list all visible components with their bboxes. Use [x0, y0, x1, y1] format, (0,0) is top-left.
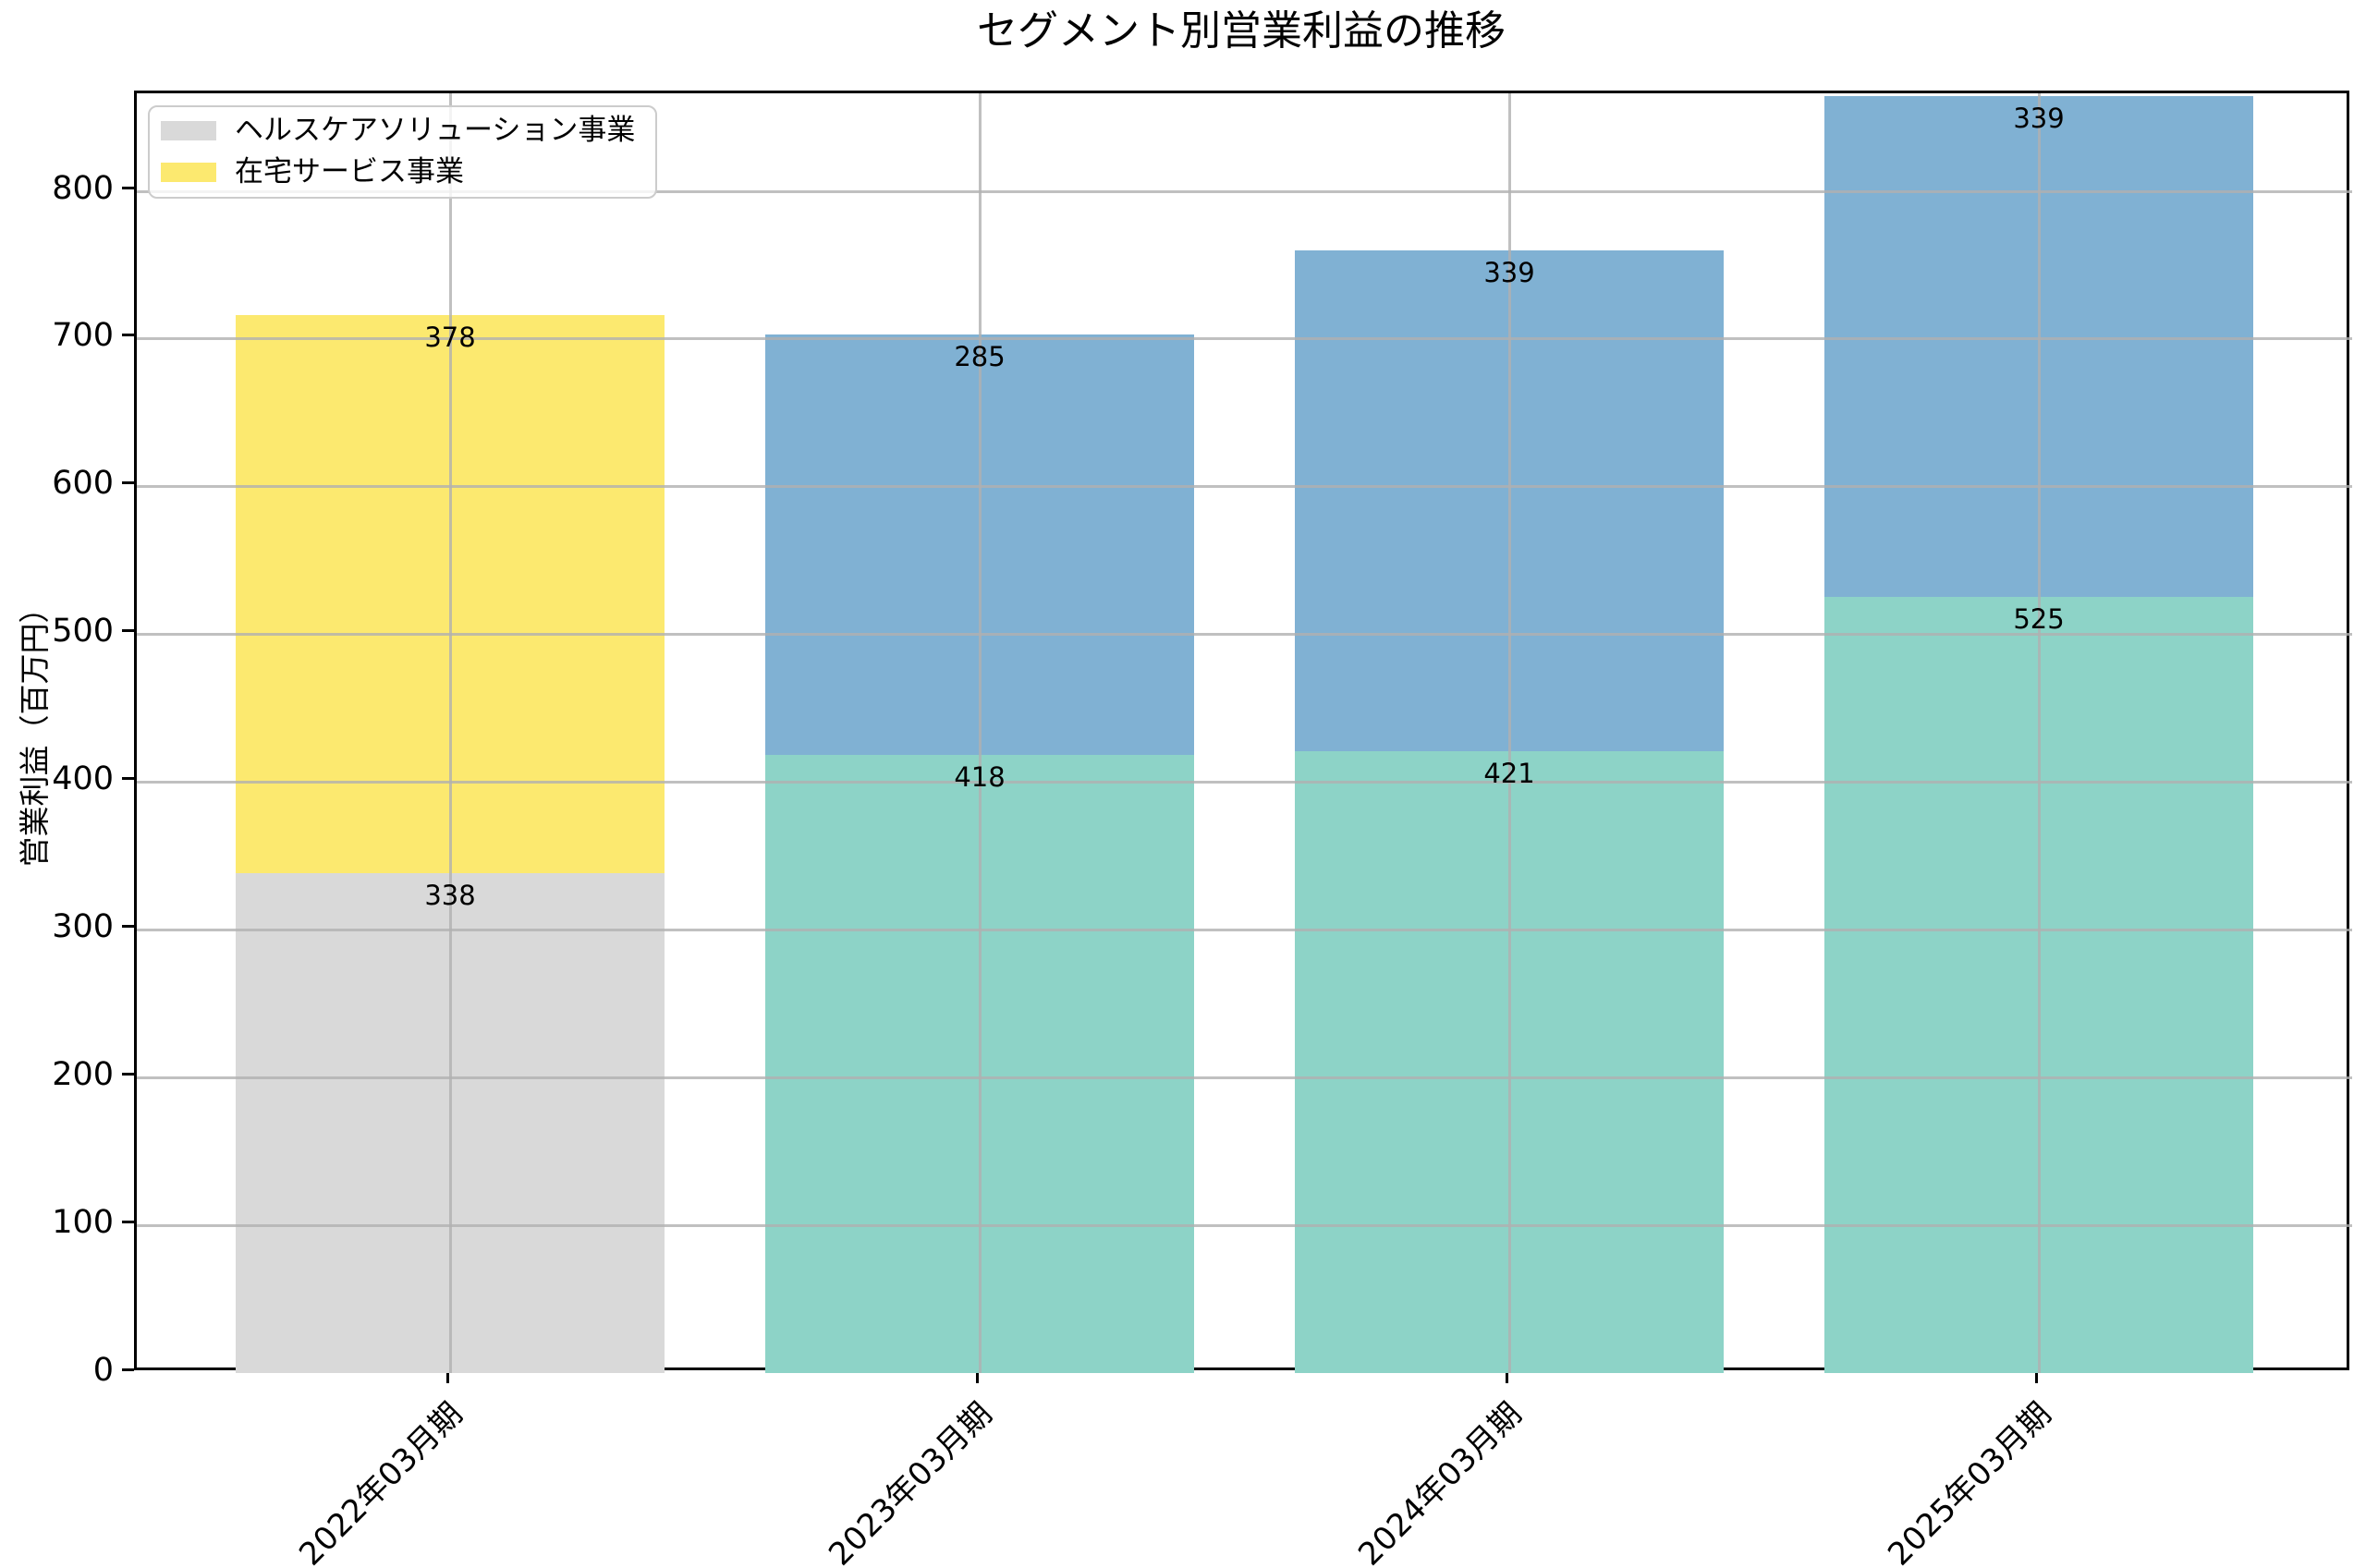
legend-swatch-yellow-icon	[161, 162, 216, 182]
gridline-horizontal	[137, 781, 2352, 784]
y-tick-mark	[122, 1073, 134, 1076]
y-tick-label: 800	[52, 169, 114, 207]
y-tick-label: 0	[92, 1352, 114, 1389]
bar-value-label: 525	[2013, 603, 2065, 636]
bar-value-label: 285	[954, 340, 1006, 372]
y-tick-label: 400	[52, 760, 114, 798]
x-tick-label: 2022年03月期	[292, 1395, 470, 1568]
gridline-vertical	[1508, 93, 1511, 1373]
bar-value-label: 378	[424, 321, 476, 353]
legend-label: ヘルスケアソリューション事業	[235, 114, 636, 147]
plot-area: 338 378 418 285 421 339 525 339	[134, 91, 2352, 1373]
bar-value-label: 418	[954, 761, 1006, 794]
gridline-horizontal	[137, 189, 2352, 193]
y-tick-label: 700	[52, 317, 114, 355]
bar-value-label: 339	[2013, 103, 2065, 135]
y-axis-label: 営業利益（百万円）	[17, 592, 53, 868]
x-tick-label: 2025年03月期	[1881, 1395, 2059, 1568]
bar-value-label: 421	[1483, 757, 1535, 789]
gridline-horizontal	[137, 485, 2352, 489]
x-tick-mark	[1506, 1370, 1508, 1383]
y-tick-mark	[122, 334, 134, 337]
y-tick-mark	[122, 186, 134, 189]
legend-swatch-gray-icon	[161, 120, 216, 140]
x-tick-label: 2023年03月期	[822, 1395, 1000, 1568]
y-tick-mark	[122, 481, 134, 485]
chart-title: セグメント別営業利益の推移	[977, 7, 1506, 55]
y-tick-mark	[122, 925, 134, 929]
y-tick-mark	[122, 777, 134, 781]
bar-value-label: 338	[424, 880, 476, 912]
legend-label: 在宅サービス事業	[235, 155, 464, 188]
gridline-horizontal	[137, 337, 2352, 341]
x-tick-mark	[976, 1370, 979, 1383]
gridline-vertical	[979, 93, 982, 1373]
y-tick-label: 500	[52, 613, 114, 650]
gridline-horizontal	[137, 633, 2352, 637]
y-tick-mark	[122, 629, 134, 633]
legend-item-healthcare-solutions: ヘルスケアソリューション事業	[161, 115, 635, 146]
x-tick-label: 2024年03月期	[1351, 1395, 1530, 1568]
y-tick-label: 100	[52, 1204, 114, 1242]
x-tick-mark	[446, 1370, 449, 1383]
gridline-horizontal	[137, 929, 2352, 932]
y-tick-label: 300	[52, 908, 114, 946]
y-tick-mark	[122, 1221, 134, 1224]
y-tick-label: 200	[52, 1056, 114, 1094]
gridline-horizontal	[137, 1076, 2352, 1080]
gridline-horizontal	[137, 1224, 2352, 1228]
x-tick-mark	[2035, 1370, 2038, 1383]
y-tick-mark	[122, 1368, 134, 1371]
legend-item-home-services: 在宅サービス事業	[161, 156, 635, 188]
gridline-vertical	[449, 93, 452, 1373]
y-tick-label: 600	[52, 465, 114, 503]
gridline-vertical	[2038, 93, 2041, 1373]
legend: ヘルスケアソリューション事業 在宅サービス事業	[148, 105, 658, 199]
bar-value-label: 339	[1483, 256, 1535, 288]
